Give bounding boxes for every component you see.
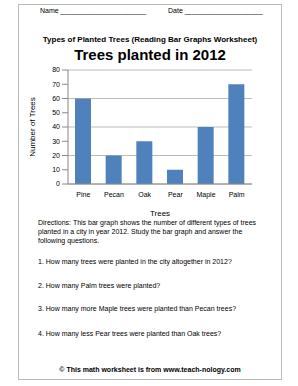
- svg-text:Oak: Oak: [138, 191, 151, 198]
- svg-text:Number of Trees: Number of Trees: [28, 97, 37, 157]
- html-text:Trees planted in 2012: Trees planted in 2012: [74, 46, 226, 63]
- svg-text:Pine: Pine: [76, 191, 90, 198]
- svg-text:10: 10: [52, 166, 60, 173]
- html-text:Date ____________________: Date ____________________: [168, 7, 263, 14]
- html-text:4. How many less Pear trees we: 4. How many less Pear trees were planted…: [38, 330, 222, 337]
- html-text:3. How many more Maple trees w: 3. How many more Maple trees were plante…: [38, 305, 237, 312]
- svg-text:60: 60: [52, 95, 60, 102]
- svg-text:Pear: Pear: [168, 191, 183, 198]
- svg-text:Trees: Trees: [150, 209, 170, 216]
- svg-text:0: 0: [56, 180, 60, 187]
- html-text:2. How many Palm trees were pl: 2. How many Palm trees were planted?: [38, 282, 161, 289]
- html-text:© This math worksheet is from: © This math worksheet is from www.teach-…: [59, 366, 241, 373]
- svg-text:20: 20: [52, 152, 60, 159]
- html-text:Types of Planted Trees (Readin: Types of Planted Trees (Reading Bar Grap…: [42, 35, 258, 44]
- html-text:Name ______________________: Name ______________________: [40, 7, 147, 14]
- svg-text:Pecan: Pecan: [104, 191, 124, 198]
- html-text:Directions: This bar graph sho: Directions: This bar graph shows the num…: [38, 219, 256, 244]
- svg-text:Maple: Maple: [196, 191, 215, 199]
- svg-text:70: 70: [52, 81, 60, 88]
- svg-text:30: 30: [52, 138, 60, 145]
- svg-text:Palm: Palm: [229, 191, 245, 198]
- svg-text:50: 50: [52, 109, 60, 116]
- svg-text:80: 80: [52, 66, 60, 73]
- html-text:1. How many trees were planted: 1. How many trees were planted in the ci…: [38, 258, 232, 265]
- svg-text:40: 40: [52, 123, 60, 130]
